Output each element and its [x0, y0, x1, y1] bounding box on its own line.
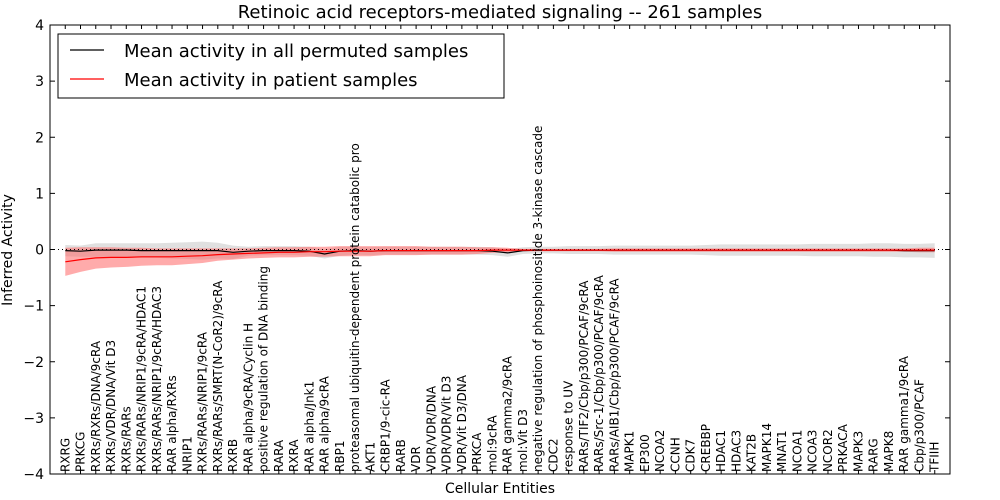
x-category-label: RARs/TIF2/Cbp/p300/PCAF/9cRA: [577, 280, 591, 472]
x-category-label: VDR/VDR/DNA: [424, 385, 438, 472]
x-category-label: MNAT1: [775, 430, 789, 472]
x-category-label: NRIP1: [180, 436, 194, 472]
x-category-label: RXRs/RARs/NRIP1/9cRA/HDAC1: [135, 286, 149, 472]
x-category-label: negative regulation of phosphoinositide …: [531, 126, 545, 472]
x-category-label: NCOA3: [806, 430, 820, 472]
x-axis-label: Cellular Entities: [445, 481, 555, 497]
x-category-label: RAR alpha/9cRA: [318, 375, 332, 472]
y-tick-label: 3: [35, 74, 44, 90]
x-category-label: mol:Vit D3: [516, 409, 530, 472]
x-category-label: NCOA2: [653, 430, 667, 472]
x-category-label: RAR gamma1/9cRA: [897, 355, 911, 472]
x-category-label: Cbp/p300/PCAF: [913, 379, 927, 472]
x-category-label: NCOR2: [821, 429, 835, 472]
legend: Mean activity in all permuted samples Me…: [57, 33, 505, 99]
x-category-label: RARs/Src-1/Cbp/p300/PCAF/9cRA: [592, 274, 606, 472]
x-category-label: MAPK3: [852, 431, 866, 472]
x-category-label: mol:9cRA: [485, 415, 499, 472]
x-category-label: CDC2: [546, 438, 560, 472]
y-tick-label: −2: [23, 355, 44, 371]
x-category-label: response to UV: [562, 380, 576, 472]
x-category-label: RBP1: [333, 441, 347, 472]
legend-box: [57, 33, 505, 99]
y-tick-label: 0: [35, 243, 44, 259]
x-category-label: RAR alpha/9cRA/Cyclin H: [241, 323, 255, 472]
x-category-label: RARG: [867, 438, 881, 472]
x-category-label: proteasomal ubiquitin-dependent protein …: [348, 143, 362, 472]
x-category-label: RXRs/RXRs/DNA/9cRA: [89, 340, 103, 472]
x-category-label: RXRs/RARs/NRIP1/9cRA: [196, 331, 210, 472]
x-category-label: CDK7: [684, 439, 698, 472]
legend-label-permuted: Mean activity in all permuted samples: [124, 41, 468, 62]
x-category-label: RARB: [394, 439, 408, 472]
x-category-label: KAT2B: [745, 434, 759, 472]
x-category-label: CRBP1/9-cic-RA: [379, 378, 393, 472]
plot-area: −4 −3 −2 −1 0 1 2 3 4 RXRG PRKCG RXRs/RXRs/DNA/9cRA…: [23, 18, 951, 483]
chart-title: Retinoic acid receptors-mediated signali…: [238, 2, 763, 23]
x-category-label: RXRs/RARs: [119, 406, 133, 472]
y-tick-label: −4: [23, 467, 44, 483]
y-axis-label: Inferred Activity: [0, 194, 16, 306]
x-category-label: HDAC1: [714, 430, 728, 472]
x-category-label: MAPK1: [623, 431, 637, 472]
x-category-label: PRKCA: [470, 432, 484, 472]
x-category-label: RARA: [272, 439, 286, 472]
legend-label-patient: Mean activity in patient samples: [124, 70, 418, 91]
x-category-label: RXRs/RARs/SMRT(N-CoR2)/9cRA: [211, 280, 225, 472]
x-category-label: RXRG: [58, 438, 72, 472]
x-category-label: RAR alpha/Jnk1: [302, 381, 316, 472]
x-category-label: HDAC3: [729, 430, 743, 472]
band-patient: [65, 246, 935, 276]
x-category-label: RXRs/VDR/DNA/Vit D3: [104, 340, 118, 472]
x-category-label: RAR gamma2/9cRA: [501, 355, 515, 472]
x-category-label: CCNH: [668, 437, 682, 472]
x-category-label: TFIIH: [928, 442, 942, 473]
y-tick-label: 1: [35, 186, 44, 202]
y-tick-label: 4: [35, 18, 44, 34]
series-line-patient: [65, 249, 935, 263]
x-category-label: RXRB: [226, 439, 240, 472]
x-category-label: CREBBP: [699, 424, 713, 472]
y-tick-label: −1: [23, 299, 44, 315]
x-category-label: RXRA: [287, 439, 301, 472]
x-category-label: MAPK8: [882, 431, 896, 472]
x-category-label: RARs/AIB1/Cbp/p300/PCAF/9cRA: [607, 278, 621, 472]
x-category-label: VDR: [409, 446, 423, 472]
x-category-label: VDR/VDR/Vit D3: [440, 376, 454, 472]
x-category-label: AKT1: [363, 442, 377, 472]
x-category-label: positive regulation of DNA binding: [257, 266, 271, 472]
x-category-label: EP300: [638, 434, 652, 472]
x-category-label: MAPK14: [760, 423, 774, 472]
y-tick-label: 2: [35, 130, 44, 146]
y-tick-label: −3: [23, 411, 44, 427]
x-category-label: NCOA1: [791, 430, 805, 472]
x-category-label: PRKACA: [836, 423, 850, 472]
x-category-label: PRKCG: [74, 432, 88, 472]
x-category-label: VDR/Vit D3/DNA: [455, 374, 469, 472]
x-category-label: RAR alpha/RXRs: [165, 375, 179, 472]
x-category-label: RXRs/RARs/NRIP1/9cRA/HDAC3: [150, 286, 164, 472]
